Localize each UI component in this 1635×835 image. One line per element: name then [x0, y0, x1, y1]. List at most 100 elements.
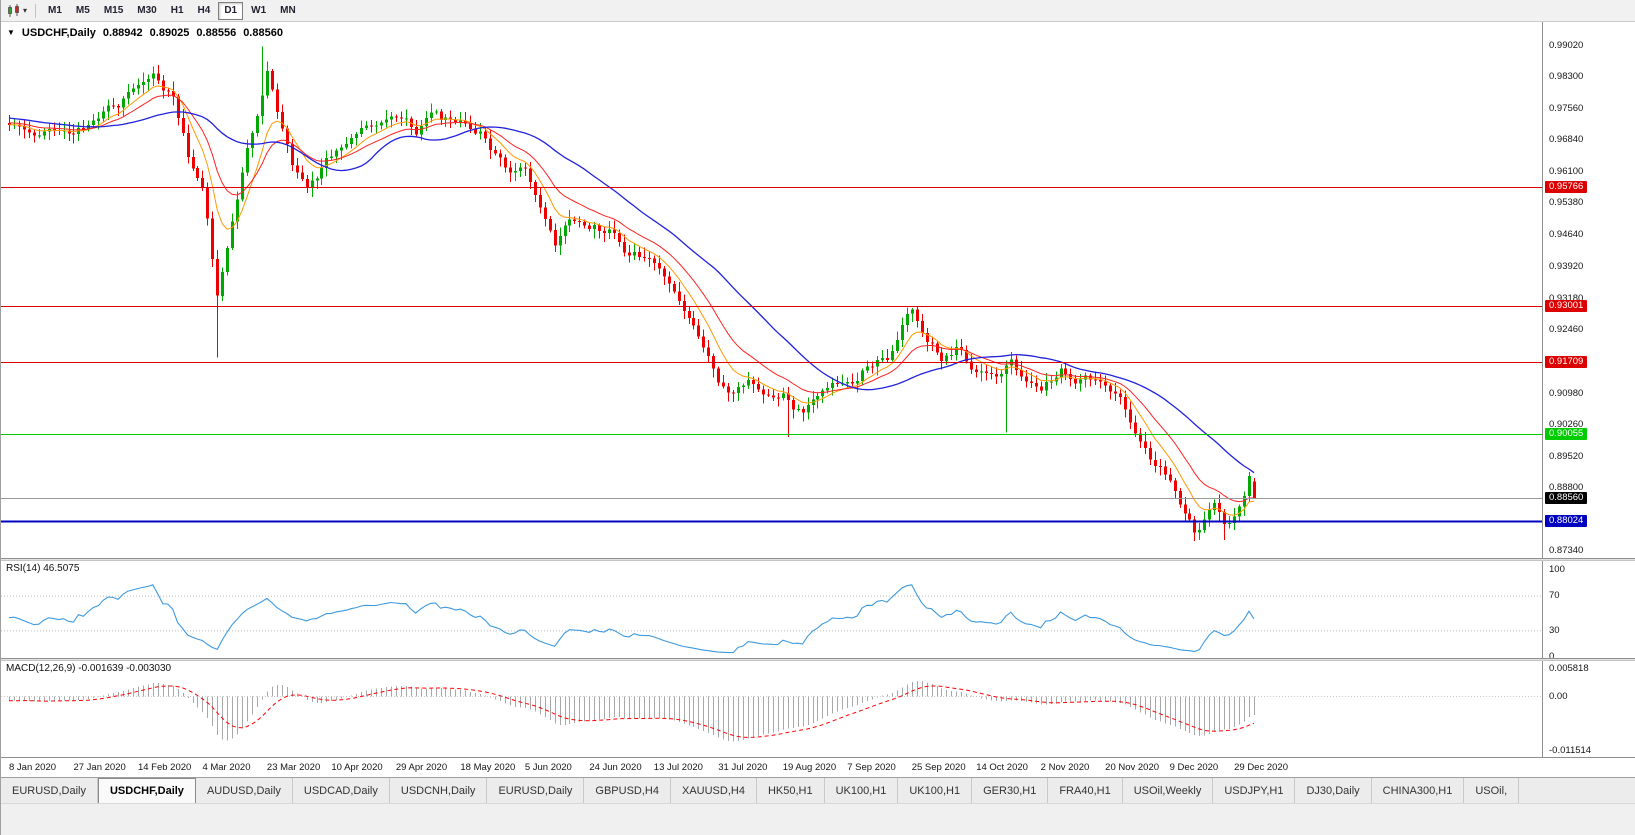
chart-tab-usdchf-daily[interactable]: USDCHF,Daily: [97, 778, 196, 803]
axis-price-label: 0.99020: [1549, 40, 1584, 51]
panel-splitter[interactable]: [1, 658, 1635, 661]
date-label: 4 Mar 2020: [202, 762, 251, 773]
macd-axis-label: 0.00: [1549, 690, 1568, 702]
chart-tab-xauusd-h4[interactable]: XAUUSD,H4: [670, 778, 757, 803]
macd-axis-label: 0.005818: [1549, 663, 1589, 674]
toolbar-separator: [35, 3, 37, 18]
chart-tab-ger30-h1[interactable]: GER30,H1: [972, 778, 1049, 803]
ohlc-low-value: 0.88556: [196, 27, 237, 39]
date-label: 14 Oct 2020: [976, 762, 1028, 773]
date-label: 20 Nov 2020: [1105, 762, 1160, 773]
current-price-tag: 0.88560: [1545, 492, 1588, 505]
chart-plot-column: ▼ USDCHF,Daily 0.88942 0.89025 0.88556 0…: [1, 22, 1542, 757]
price-chart-canvas[interactable]: [1, 22, 1542, 558]
axis-price-label: 0.87340: [1549, 545, 1584, 556]
chart-tab-usdjpy-h1[interactable]: USDJPY,H1: [1213, 778, 1296, 803]
date-label: 2 Nov 2020: [1040, 762, 1090, 773]
chart-tab-gbpusd-h4[interactable]: GBPUSD,H4: [584, 778, 671, 803]
chart-menu-icon[interactable]: ▼: [7, 28, 15, 37]
date-label: 31 Jul 2020: [718, 762, 768, 773]
axis-price-label: 0.93920: [1549, 260, 1584, 272]
timeframe-button-d1[interactable]: D1: [218, 1, 244, 20]
chart-tab-usoil[interactable]: USOil,: [1464, 778, 1520, 803]
rsi-axis-label: 70: [1549, 590, 1560, 602]
date-label: 10 Apr 2020: [331, 762, 383, 773]
timeframe-button-m15[interactable]: M15: [98, 2, 129, 20]
rsi-canvas[interactable]: [1, 560, 1542, 658]
timeframe-button-m5[interactable]: M5: [70, 2, 96, 20]
axis-price-label: 0.90260: [1549, 418, 1584, 430]
date-label: 29 Dec 2020: [1234, 762, 1288, 773]
chart-tab-audusd-daily[interactable]: AUDUSD,Daily: [195, 778, 293, 803]
date-label: 18 May 2020: [460, 762, 516, 773]
macd-indicator-panel[interactable]: MACD(12,26,9) -0.001639 -0.003030: [1, 660, 1542, 757]
axis-price-label: 0.92460: [1549, 323, 1584, 335]
axis-price-label: 0.95380: [1549, 197, 1584, 209]
chart-tabs-bar: EURUSD,Daily USDCHF,Daily AUDUSD,Daily USDC…: [1, 777, 1635, 803]
ohlc-high-value: 0.89025: [149, 27, 190, 39]
chart-tab-eurusd-daily[interactable]: EURUSD,Daily: [487, 778, 585, 803]
chart-tab-eurusd-daily[interactable]: EURUSD,Daily: [1, 778, 98, 803]
date-label: 8 Jan 2020: [9, 762, 57, 773]
macd-title: MACD(12,26,9) -0.001639 -0.003030: [6, 663, 172, 674]
chart-tab-usdcad-daily[interactable]: USDCAD,Daily: [292, 778, 390, 803]
level-price-tag: 0.95766: [1545, 180, 1588, 193]
rsi-indicator-panel[interactable]: RSI(14) 46.5075: [1, 560, 1542, 658]
rsi-axis-label: 100: [1549, 564, 1565, 575]
date-label: 19 Aug 2020: [782, 762, 837, 773]
axis-price-label: 0.98300: [1549, 71, 1584, 83]
chart-tab-uk100-h1[interactable]: UK100,H1: [824, 778, 899, 803]
timeframe-button-h1[interactable]: H1: [165, 2, 190, 20]
chart-type-dropdown-icon[interactable]: ▾: [23, 6, 28, 15]
level-price-tag: 0.90055: [1545, 427, 1588, 440]
axis-price-label: 0.88800: [1549, 481, 1584, 493]
date-label: 29 Apr 2020: [395, 762, 448, 773]
axis-price-label: 0.93180: [1549, 292, 1584, 304]
timeframe-button-h4[interactable]: H4: [192, 2, 217, 20]
date-label: 5 Jun 2020: [524, 762, 572, 773]
macd-axis-label: -0.011514: [1549, 745, 1592, 756]
rsi-axis-label: 0: [1549, 651, 1555, 662]
date-label: 7 Sep 2020: [847, 762, 896, 773]
date-label: 27 Jan 2020: [73, 762, 126, 773]
panel-splitter[interactable]: [1, 558, 1635, 561]
level-price-tag: 0.88024: [1545, 515, 1588, 528]
rsi-title: RSI(14) 46.5075: [6, 563, 80, 574]
ohlc-open-value: 0.88942: [102, 27, 143, 39]
axis-price-label: 0.97560: [1549, 103, 1584, 115]
axis-price-label: 0.90980: [1549, 387, 1584, 399]
ohlc-close-value: 0.88560: [243, 27, 283, 39]
date-label: 24 Jun 2020: [589, 762, 642, 773]
chart-tab-usoil-weekly[interactable]: USOil,Weekly: [1122, 778, 1214, 803]
status-bar: [1, 803, 1635, 835]
level-price-tag: 0.91709: [1545, 356, 1588, 369]
chart-tab-usdcnh-daily[interactable]: USDCNH,Daily: [389, 778, 488, 803]
date-label: 23 Mar 2020: [266, 762, 321, 773]
axis-price-label: 0.94640: [1549, 229, 1584, 241]
macd-canvas[interactable]: [1, 660, 1542, 757]
timeframe-button-m30[interactable]: M30: [131, 2, 162, 20]
price-chart-panel[interactable]: ▼ USDCHF,Daily 0.88942 0.89025 0.88556 0…: [1, 22, 1542, 558]
chart-tab-uk100-h1[interactable]: UK100,H1: [898, 778, 973, 803]
chart-tab-fra40-h1[interactable]: FRA40,H1: [1048, 778, 1123, 803]
axis-price-label: 0.89520: [1549, 450, 1584, 462]
price-axis[interactable]: 0.99020 0.98300 0.97560 0.96840 0.96100 0.953…: [1542, 22, 1635, 757]
time-axis[interactable]: 8 Jan 2020 27 Jan 2020 14 Feb 2020 4 Mar 20…: [1, 757, 1635, 777]
timeframe-button-w1[interactable]: W1: [245, 2, 272, 20]
chart-title: ▼ USDCHF,Daily 0.88942 0.89025 0.88556 0…: [7, 27, 283, 39]
date-label: 13 Jul 2020: [653, 762, 703, 773]
level-price-tag: 0.93001: [1545, 300, 1588, 313]
rsi-axis-label: 30: [1549, 624, 1560, 636]
chart-tab-hk50-h1[interactable]: HK50,H1: [756, 778, 825, 803]
timeframe-toolbar: ▾ M1 M5 M15 M30 H1 H4 D1 W1 MN: [1, 0, 1635, 22]
chart-symbol-label: USDCHF,Daily: [21, 27, 96, 39]
chart-type-icon[interactable]: [7, 3, 22, 18]
timeframe-buttons-group: M1 M5 M15 M30 H1 H4 D1 W1 MN: [41, 1, 303, 20]
chart-tab-china300-h1[interactable]: CHINA300,H1: [1371, 778, 1465, 803]
timeframe-button-mn[interactable]: MN: [274, 2, 302, 20]
date-label: 25 Sep 2020: [911, 762, 966, 773]
chart-tab-dj30-daily[interactable]: DJ30,Daily: [1295, 778, 1372, 803]
timeframe-button-m1[interactable]: M1: [42, 2, 68, 20]
axis-price-label: 0.96100: [1549, 166, 1584, 178]
